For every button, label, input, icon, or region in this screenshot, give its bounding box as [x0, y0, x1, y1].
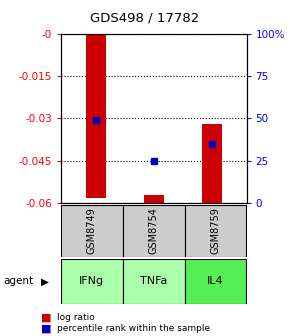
- Bar: [61, 259, 123, 304]
- Bar: [61, 205, 123, 257]
- Bar: [202, 124, 222, 203]
- Bar: [123, 259, 185, 304]
- Text: GSM8759: GSM8759: [211, 208, 221, 254]
- Text: ▶: ▶: [41, 277, 49, 286]
- Text: TNFa: TNFa: [140, 277, 167, 286]
- Bar: [86, 34, 106, 198]
- Bar: [185, 205, 246, 257]
- Bar: [185, 259, 246, 304]
- Text: GDS498 / 17782: GDS498 / 17782: [90, 12, 200, 25]
- Text: GSM8749: GSM8749: [87, 208, 97, 254]
- Text: IFNg: IFNg: [79, 277, 104, 286]
- Text: IL4: IL4: [207, 277, 224, 286]
- Bar: [144, 195, 164, 203]
- Text: ■: ■: [41, 324, 51, 334]
- Text: agent: agent: [3, 277, 33, 286]
- Text: ■: ■: [41, 312, 51, 323]
- Text: percentile rank within the sample: percentile rank within the sample: [57, 324, 210, 333]
- Text: GSM8754: GSM8754: [149, 208, 159, 254]
- Bar: [123, 205, 185, 257]
- Text: log ratio: log ratio: [57, 313, 94, 322]
